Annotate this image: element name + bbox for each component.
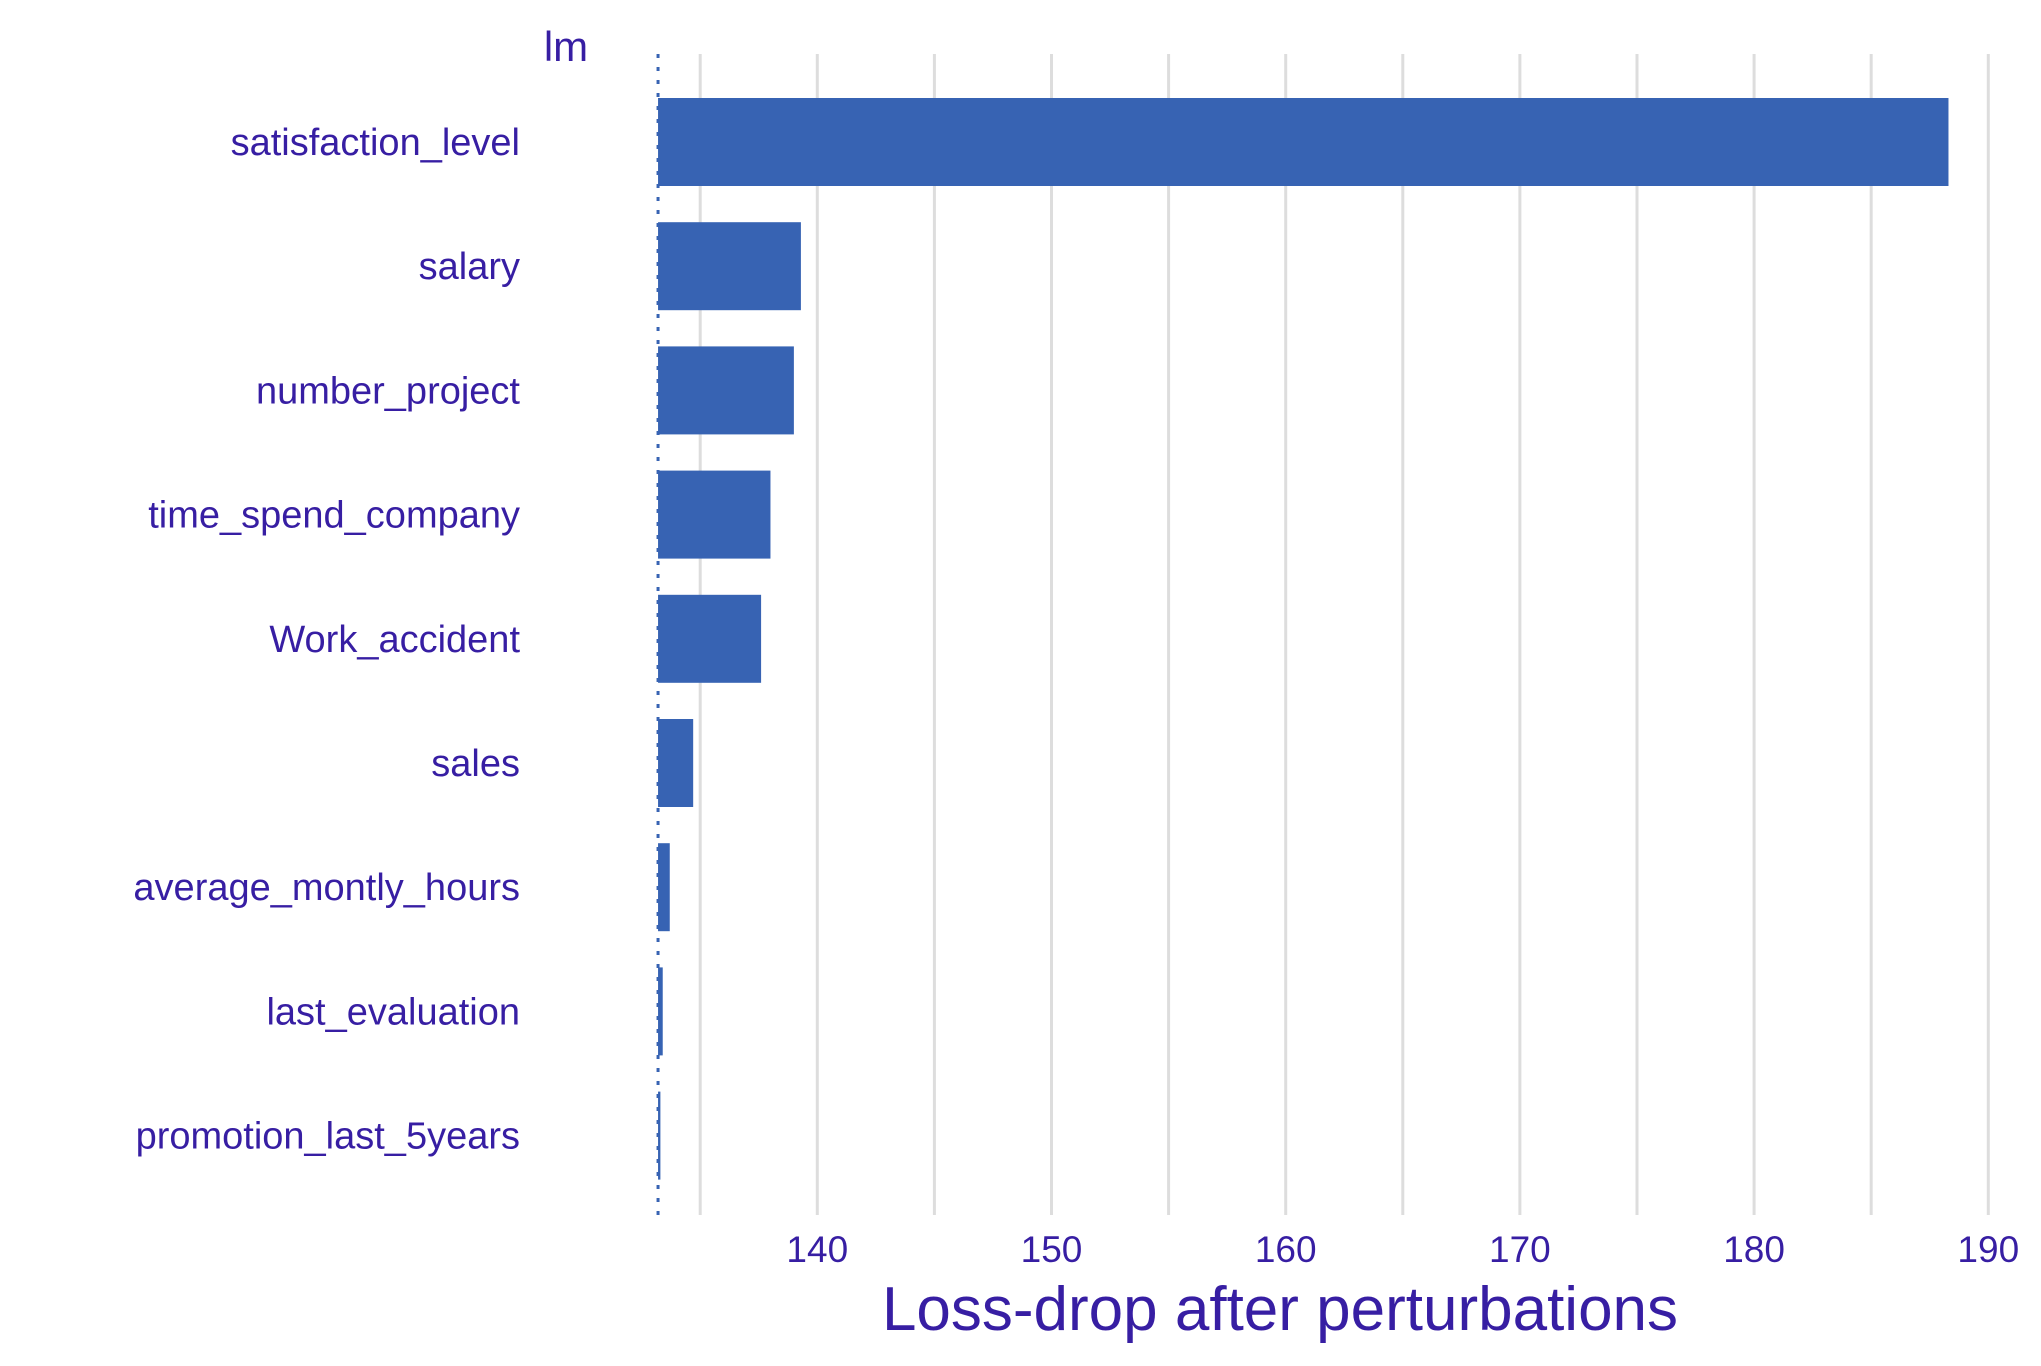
bar-salary	[658, 222, 801, 311]
category-label-last_evaluation: last_evaluation	[266, 991, 520, 1033]
panel-label: lm	[544, 23, 588, 70]
category-label-salary: salary	[419, 246, 520, 288]
bar-last_evaluation	[658, 967, 663, 1056]
x-tick-label-140: 140	[786, 1229, 848, 1270]
tick-layer: 140 150 160 170 180 190	[786, 1229, 2019, 1270]
category-label-time_spend_company: time_spend_company	[148, 495, 520, 537]
x-tick-label-150: 150	[1021, 1229, 1083, 1270]
bar-satisfaction_level	[658, 98, 1949, 186]
x-tick-label-180: 180	[1723, 1229, 1785, 1270]
category-label-sales: sales	[431, 743, 520, 785]
x-tick-label-170: 170	[1489, 1229, 1551, 1270]
x-tick-label-190: 190	[1957, 1229, 2019, 1270]
bar-number_project	[658, 346, 794, 435]
x-tick-label-160: 160	[1255, 1229, 1317, 1270]
category-label-Work_accident: Work_accident	[269, 619, 520, 661]
bar-Work_accident	[658, 594, 762, 683]
category-label-satisfaction_level: satisfaction_level	[231, 122, 520, 164]
category-label-promotion_last_5years: promotion_last_5years	[136, 1116, 520, 1158]
bar-average_montly_hours	[658, 843, 670, 932]
bar-sales	[658, 719, 694, 807]
bar-layer	[658, 98, 1949, 1180]
grid-layer	[698, 54, 1990, 1215]
category-label-number_project: number_project	[256, 370, 520, 412]
category-label-average_montly_hours: average_montly_hours	[133, 867, 520, 909]
x-axis-title: Loss-drop after perturbations	[882, 1275, 1678, 1344]
bar-time_spend_company	[658, 470, 771, 559]
